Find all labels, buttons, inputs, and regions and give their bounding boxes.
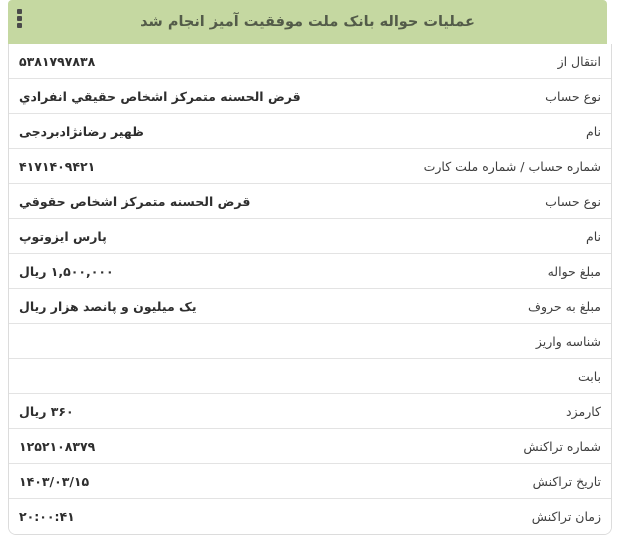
row-value: قرض الحسنه متمرکز اشخاص حقوقي: [19, 193, 251, 209]
row-transfer-amount: مبلغ حواله ۱,۵۰۰,۰۰۰ ریال: [9, 254, 611, 289]
receipt-card: عملیات حواله بانک ملت موفقیت آمیز انجام …: [8, 0, 612, 535]
row-value: پارس ایزوتوپ: [19, 228, 107, 244]
row-dest-name: نام پارس ایزوتوپ: [9, 219, 611, 254]
row-label: بابت: [577, 368, 601, 384]
row-label: نام: [585, 228, 601, 244]
row-value: ۲۰:۰۰:۴۱: [19, 509, 75, 524]
row-label: انتقال از: [557, 53, 601, 69]
row-label: مبلغ به حروف: [527, 298, 601, 314]
kebab-dot: [17, 16, 22, 21]
row-value: قرض الحسنه متمرکز اشخاص حقیقي انفرادي: [19, 88, 301, 104]
row-transaction-date: تاریخ تراکنش ۱۴۰۳/۰۳/۱۵: [9, 464, 611, 499]
row-value: ۳۶۰ ریال: [19, 403, 74, 419]
row-account-or-card-number: شماره حساب / شماره ملت کارت ۴۱۷۱۴۰۹۴۲۱: [9, 149, 611, 184]
result-banner: عملیات حواله بانک ملت موفقیت آمیز انجام …: [8, 0, 607, 44]
row-label: نام: [585, 123, 601, 139]
row-fee: کارمزد ۳۶۰ ریال: [9, 394, 611, 429]
kebab-dot: [17, 23, 22, 28]
row-label: شناسه واریز: [535, 333, 601, 349]
row-value: ۵۳۸۱۷۹۷۸۳۸: [19, 53, 96, 69]
row-value: ۱,۵۰۰,۰۰۰ ریال: [19, 263, 114, 279]
row-value: ۴۱۷۱۴۰۹۴۲۱: [19, 158, 96, 174]
row-value: ۱۴۰۳/۰۳/۱۵: [19, 473, 90, 489]
row-label: نوع حساب: [545, 193, 601, 209]
row-label: شماره تراکنش: [523, 438, 601, 454]
row-transaction-time: زمان تراکنش ۲۰:۰۰:۴۱: [9, 499, 611, 534]
row-value: ۱۲۵۲۱۰۸۳۷۹: [19, 438, 96, 454]
row-label: کارمزد: [566, 403, 601, 419]
row-label: تاریخ تراکنش: [532, 473, 601, 489]
row-reason: بابت: [9, 359, 611, 394]
kebab-menu-icon[interactable]: [17, 9, 29, 35]
row-label: مبلغ حواله: [547, 263, 601, 279]
row-label: زمان تراکنش: [531, 509, 601, 524]
row-deposit-id: شناسه واریز: [9, 324, 611, 359]
row-source-name: نام ظهیر رضانژادبردجی: [9, 114, 611, 149]
row-dest-account-type: نوع حساب قرض الحسنه متمرکز اشخاص حقوقي: [9, 184, 611, 219]
row-transfer-from: انتقال از ۵۳۸۱۷۹۷۸۳۸: [9, 44, 611, 79]
row-value: یک میلیون و پانصد هزار ریال: [19, 298, 197, 314]
row-amount-in-words: مبلغ به حروف یک میلیون و پانصد هزار ریال: [9, 289, 611, 324]
row-value: ظهیر رضانژادبردجی: [19, 123, 144, 139]
result-message: عملیات حواله بانک ملت موفقیت آمیز انجام …: [140, 14, 475, 30]
row-source-account-type: نوع حساب قرض الحسنه متمرکز اشخاص حقیقي ا…: [9, 79, 611, 114]
receipt-rows: انتقال از ۵۳۸۱۷۹۷۸۳۸ نوع حساب قرض الحسنه…: [8, 44, 612, 535]
row-label: نوع حساب: [545, 88, 601, 104]
kebab-dot: [17, 9, 22, 14]
row-transaction-number: شماره تراکنش ۱۲۵۲۱۰۸۳۷۹: [9, 429, 611, 464]
row-label: شماره حساب / شماره ملت کارت: [423, 158, 601, 174]
